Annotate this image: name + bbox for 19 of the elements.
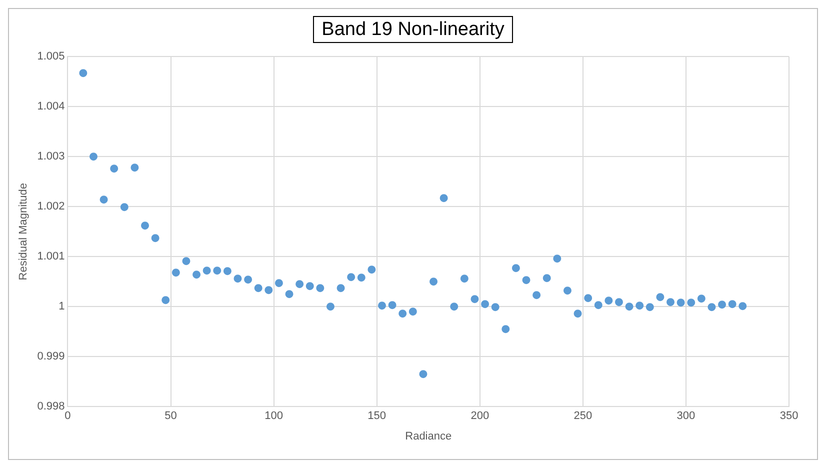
y-tick-label: 1.002 xyxy=(37,200,65,213)
y-axis-title: Residual Magnitude xyxy=(18,182,30,280)
y-tick-label: 1.001 xyxy=(37,250,65,263)
x-tick-label: 300 xyxy=(676,410,696,422)
y-tick-label: 0.998 xyxy=(37,400,65,413)
y-tick-label: 1.004 xyxy=(37,100,65,113)
y-tick-label: 0.999 xyxy=(37,350,65,363)
chart-title: Band 19 Non-linearity xyxy=(312,16,514,43)
x-axis-title: Radiance xyxy=(405,430,452,442)
x-tick-label: 100 xyxy=(264,410,283,422)
y-tick-label: 1.005 xyxy=(37,50,65,63)
y-tick-label: 1.003 xyxy=(37,150,65,163)
x-tick-label: 250 xyxy=(574,410,592,422)
x-tick-label: 0 xyxy=(64,410,71,422)
x-tick-label: 350 xyxy=(780,410,798,422)
y-tick-label: 1 xyxy=(58,300,65,313)
x-tick-label: 50 xyxy=(164,410,177,422)
x-tick-label: 150 xyxy=(368,410,386,422)
x-tick-label: 200 xyxy=(470,410,490,422)
